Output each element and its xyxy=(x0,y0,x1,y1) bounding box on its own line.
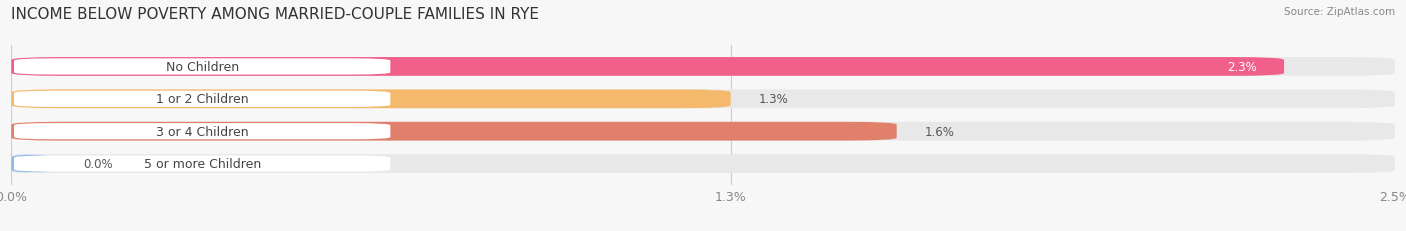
Text: 1 or 2 Children: 1 or 2 Children xyxy=(156,93,249,106)
FancyBboxPatch shape xyxy=(14,124,391,140)
FancyBboxPatch shape xyxy=(14,156,391,172)
FancyBboxPatch shape xyxy=(14,91,391,107)
FancyBboxPatch shape xyxy=(11,90,731,109)
Text: 1.6%: 1.6% xyxy=(924,125,955,138)
Text: 5 or more Children: 5 or more Children xyxy=(143,157,260,170)
Text: INCOME BELOW POVERTY AMONG MARRIED-COUPLE FAMILIES IN RYE: INCOME BELOW POVERTY AMONG MARRIED-COUPL… xyxy=(11,7,540,22)
FancyBboxPatch shape xyxy=(11,58,1284,76)
FancyBboxPatch shape xyxy=(11,58,1395,76)
FancyBboxPatch shape xyxy=(11,90,1395,109)
Text: No Children: No Children xyxy=(166,61,239,74)
Text: 1.3%: 1.3% xyxy=(758,93,789,106)
Text: 2.3%: 2.3% xyxy=(1226,61,1257,74)
Text: 3 or 4 Children: 3 or 4 Children xyxy=(156,125,249,138)
FancyBboxPatch shape xyxy=(14,59,391,75)
Text: Source: ZipAtlas.com: Source: ZipAtlas.com xyxy=(1284,7,1395,17)
FancyBboxPatch shape xyxy=(0,155,60,173)
Text: 0.0%: 0.0% xyxy=(83,157,112,170)
FancyBboxPatch shape xyxy=(11,122,897,141)
FancyBboxPatch shape xyxy=(11,155,1395,173)
FancyBboxPatch shape xyxy=(11,122,1395,141)
